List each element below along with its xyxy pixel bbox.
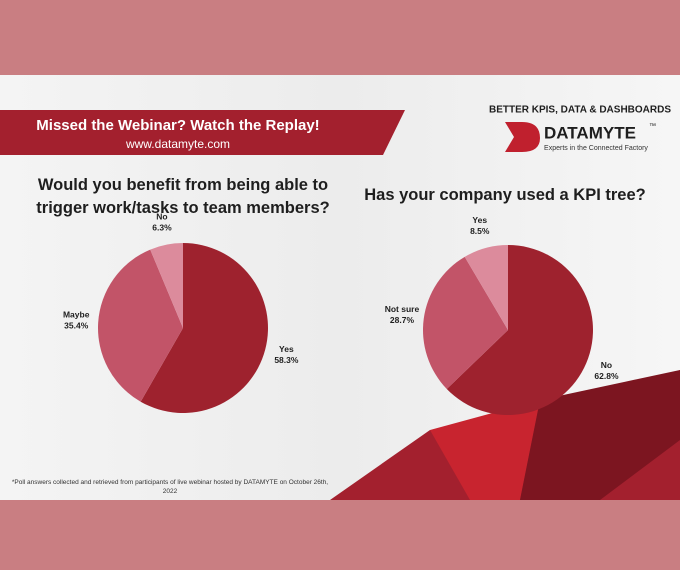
logo-subtitle: Experts in the Connected Factory — [544, 145, 648, 152]
pie-slice — [446, 245, 593, 415]
footnote: *Poll answers collected and retrieved fr… — [11, 479, 329, 495]
slice-label: Yes — [279, 344, 294, 354]
chart-title: Would you benefit from being able to tri… — [36, 176, 330, 217]
pie-slice — [150, 243, 183, 328]
trademark: ™ — [649, 123, 656, 130]
slice-value-label: 62.8% — [594, 371, 619, 381]
banner-url: www.datamyte.com — [125, 137, 230, 151]
logo: DATAMYTE — [544, 123, 636, 142]
banner — [0, 110, 405, 155]
slice-label: Maybe — [63, 310, 90, 320]
slice-label: Yes — [472, 215, 487, 225]
pie-slice — [140, 243, 268, 413]
banner-text: Missed the Webinar? Watch the Replay! — [36, 117, 319, 134]
pie-slice — [464, 245, 508, 330]
chart-title: Has your company used a KPI tree? — [364, 186, 646, 204]
slice-label: No — [156, 211, 167, 221]
slice-value-label: 6.3% — [152, 222, 172, 232]
footnote-box: *Poll answers collected and retrieved fr… — [11, 479, 329, 495]
slice-value-label: 8.5% — [470, 226, 490, 236]
slice-value-label: 58.3% — [274, 355, 299, 365]
slice-label: No — [601, 360, 612, 370]
pie-slice — [97, 249, 183, 402]
decoration — [520, 370, 680, 500]
slice-value-label: 35.4% — [64, 321, 89, 331]
tagline: BETTER KPIS, DATA & DASHBOARDS — [489, 105, 671, 116]
slice-label: Not sure — [385, 304, 420, 314]
pie-slice — [422, 256, 508, 389]
logo-mark — [505, 122, 540, 152]
slice-value-label: 28.7% — [390, 315, 415, 325]
decoration — [430, 400, 540, 500]
